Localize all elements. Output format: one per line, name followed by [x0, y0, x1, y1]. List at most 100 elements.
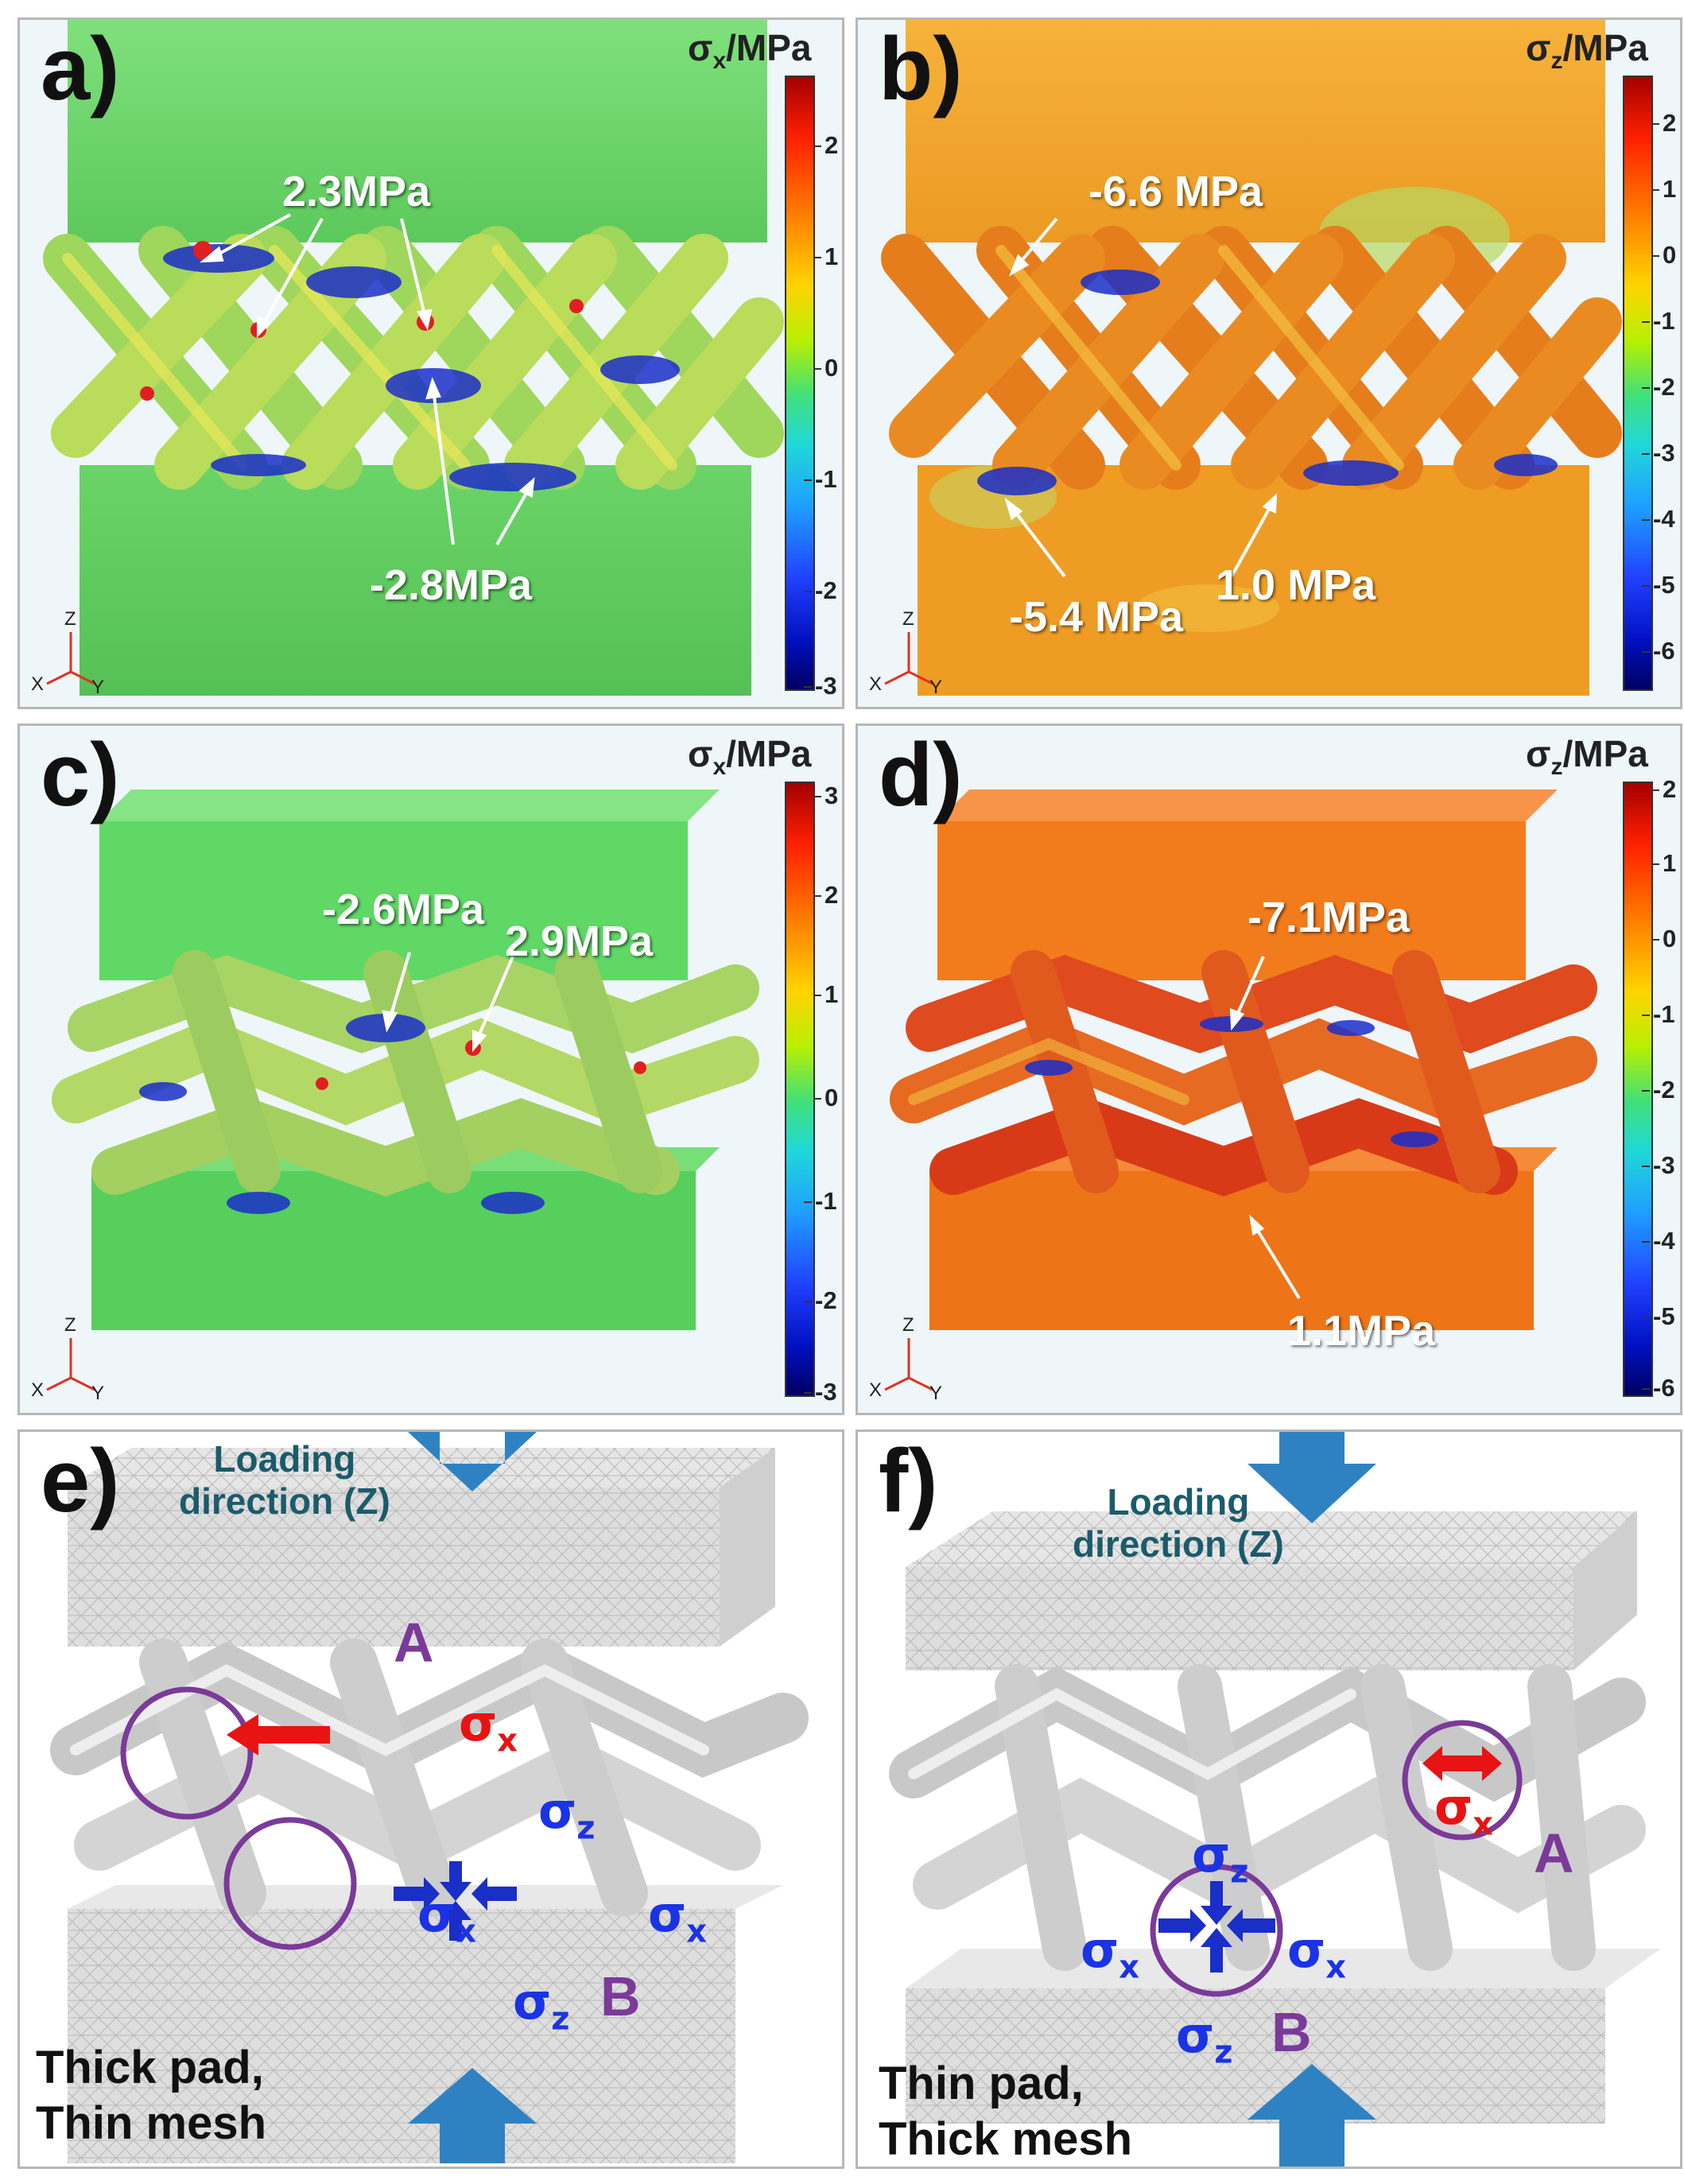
- panel-f-loading-label: Loading direction (Z): [1073, 1481, 1284, 1566]
- panel-b-tick: -6: [1642, 637, 1675, 665]
- panel-c-colorbar: [785, 782, 815, 1397]
- panel-e-sigma-x-a: σx: [459, 1694, 518, 1759]
- panel-b-render: [881, 20, 1622, 696]
- panel-d-colorbar-title: σz/MPa: [1526, 733, 1648, 781]
- panel-b-annotation-top: -6.6 MPa: [1088, 168, 1263, 215]
- panel-a-annotation-max: 2.3MPa: [282, 168, 431, 215]
- panel-c-colorbar-title: σx/MPa: [688, 733, 812, 781]
- panel-a-axis-triad: Z X Y: [31, 608, 118, 698]
- panel-b-annotation-left: -5.4 MPa: [1009, 593, 1184, 641]
- panel-d-axis-z: Z: [902, 1314, 914, 1336]
- panel-c-tick: 0: [813, 1084, 839, 1111]
- panel-c-tick: 3: [813, 782, 839, 809]
- panel-e-circle-b-label: B: [600, 1965, 641, 2027]
- panel-c: c) σx/MPa 3 2 1 0 -1 -2 -3 -2.6MPa 2.9MP…: [17, 723, 844, 1415]
- panel-e-loading-line1: Loading: [213, 1438, 356, 1480]
- panel-c-label: c): [41, 725, 120, 824]
- panel-e-pad-line2: Thin mesh: [36, 2097, 267, 2149]
- panel-b-colorbar-title: σz/MPa: [1526, 27, 1648, 75]
- panel-d-axis-x: X: [869, 1379, 883, 1401]
- panel-f-sigma-z-bottom: σz: [1176, 2006, 1233, 2071]
- panel-e-render: [50, 1432, 809, 2163]
- panel-c-annotation-min: -2.6MPa: [322, 886, 485, 933]
- panel-a-annotation-min: -2.8MPa: [370, 561, 533, 609]
- panel-f-circle-a-label: A: [1534, 1822, 1574, 1884]
- panel-e: e) Loading direction (Z) A B σx σz σx σx…: [17, 1429, 844, 2169]
- panel-d-label: d): [879, 725, 963, 824]
- panel-f-pad-text: Thin pad, Thick mesh: [879, 2056, 1132, 2167]
- panel-e-sigma-z-bottom: σz: [513, 1973, 570, 2038]
- panel-c-axis-y: Y: [91, 1383, 105, 1404]
- panel-d-tick: -4: [1642, 1227, 1675, 1255]
- panel-b-tick: -5: [1642, 571, 1675, 599]
- panel-f-sigma-x-a: σx: [1434, 1778, 1494, 1843]
- panel-b-axis-z: Z: [902, 608, 914, 630]
- panel-c-axis-z: Z: [64, 1314, 76, 1336]
- panel-e-pad-text: Thick pad, Thin mesh: [36, 2040, 266, 2151]
- panel-a-tick: -2: [804, 576, 837, 604]
- panel-f-label: f): [879, 1431, 938, 1530]
- panel-a-axis-z: Z: [64, 608, 76, 630]
- panel-e-loading-label: Loading direction (Z): [179, 1438, 390, 1523]
- panel-b-tick: -3: [1642, 439, 1675, 467]
- panel-d-colorbar: [1623, 782, 1653, 1397]
- panel-e-label: e): [41, 1431, 120, 1530]
- panel-d-tick: 2: [1651, 775, 1677, 803]
- panel-a-tick: -3: [804, 672, 837, 700]
- panel-f-loading-line1: Loading: [1107, 1481, 1250, 1523]
- panel-d-annotation-max: 1.1MPa: [1287, 1307, 1436, 1355]
- panel-b-axis-triad: Z X Y: [869, 608, 956, 698]
- panel-b-axis-x: X: [869, 673, 883, 695]
- panel-b-axis-y: Y: [929, 677, 943, 698]
- panel-a-label: a): [41, 19, 120, 118]
- panel-e-circle-a-label: A: [394, 1612, 434, 1674]
- panel-b-tick: -2: [1642, 373, 1675, 401]
- panel-b-tick: 2: [1651, 109, 1677, 137]
- panel-a-tick: -1: [804, 465, 837, 493]
- panel-a-axis-x: X: [31, 673, 45, 695]
- panel-d-tick: -2: [1642, 1076, 1675, 1104]
- panel-f-pad-line1: Thin pad,: [879, 2058, 1084, 2109]
- panel-c-tick: 2: [813, 881, 839, 909]
- panel-b-annotation-right: 1.0 MPa: [1216, 561, 1376, 609]
- panel-f: f) Loading direction (Z) A B σx σz σx σx…: [856, 1429, 1682, 2169]
- panel-b-tick: 0: [1651, 241, 1677, 269]
- panel-c-axis-triad: Z X Y: [31, 1314, 118, 1404]
- panel-d-annotation-min: -7.1MPa: [1247, 894, 1410, 941]
- panel-b-label: b): [879, 19, 963, 118]
- panel-f-circle-b-label: B: [1271, 2001, 1312, 2063]
- panel-f-loading-line2: direction (Z): [1073, 1523, 1284, 1565]
- panel-b-tick: -1: [1642, 307, 1675, 335]
- panel-a-tick: 2: [813, 131, 839, 159]
- panel-b-colorbar: [1623, 76, 1653, 691]
- panel-c-render: [52, 789, 759, 1330]
- panel-a-axis-y: Y: [91, 677, 105, 698]
- panel-f-pad-line2: Thick mesh: [879, 2112, 1133, 2165]
- panel-d-tick: 1: [1651, 849, 1677, 877]
- panel-e-loading-line2: direction (Z): [179, 1480, 390, 1523]
- panel-a-tick: 0: [813, 354, 839, 382]
- panel-c-annotation-max: 2.9MPa: [505, 917, 654, 965]
- panel-f-sigma-x-left: σx: [1081, 1921, 1140, 1986]
- panel-d-tick: -1: [1642, 1000, 1675, 1028]
- panel-b-tick: 1: [1651, 175, 1677, 203]
- panel-e-pad-line1: Thick pad,: [36, 2042, 264, 2093]
- panel-a-render: [43, 20, 784, 696]
- panel-d-render: [890, 789, 1597, 1330]
- panel-a-colorbar-title: σx/MPa: [688, 27, 812, 75]
- panel-e-sigma-z-top: σz: [538, 1782, 596, 1847]
- panel-b-tick: -4: [1642, 505, 1675, 533]
- panel-c-axis-x: X: [31, 1379, 45, 1401]
- panel-d-tick: -5: [1642, 1302, 1675, 1330]
- panel-d-tick: 0: [1651, 925, 1677, 952]
- panel-c-tick: -1: [804, 1187, 837, 1215]
- panel-d-tick: -3: [1642, 1151, 1675, 1179]
- panel-f-render: [889, 1432, 1661, 2167]
- panel-c-tick: -3: [804, 1378, 837, 1406]
- panel-d-tick: -6: [1642, 1374, 1675, 1402]
- panel-f-sigma-x-right: σx: [1287, 1921, 1347, 1986]
- panel-d: d) σz/MPa 2 1 0 -1 -2 -3 -4 -5 -6 -7.1MP…: [856, 723, 1682, 1415]
- panel-a: a) σx/MPa 2 1 0 -1 -2 -3 2.3MPa -2.8MPa …: [17, 17, 844, 709]
- panel-e-sigma-x-left: σx: [417, 1885, 477, 1950]
- panel-d-axis-triad: Z X Y: [869, 1314, 956, 1404]
